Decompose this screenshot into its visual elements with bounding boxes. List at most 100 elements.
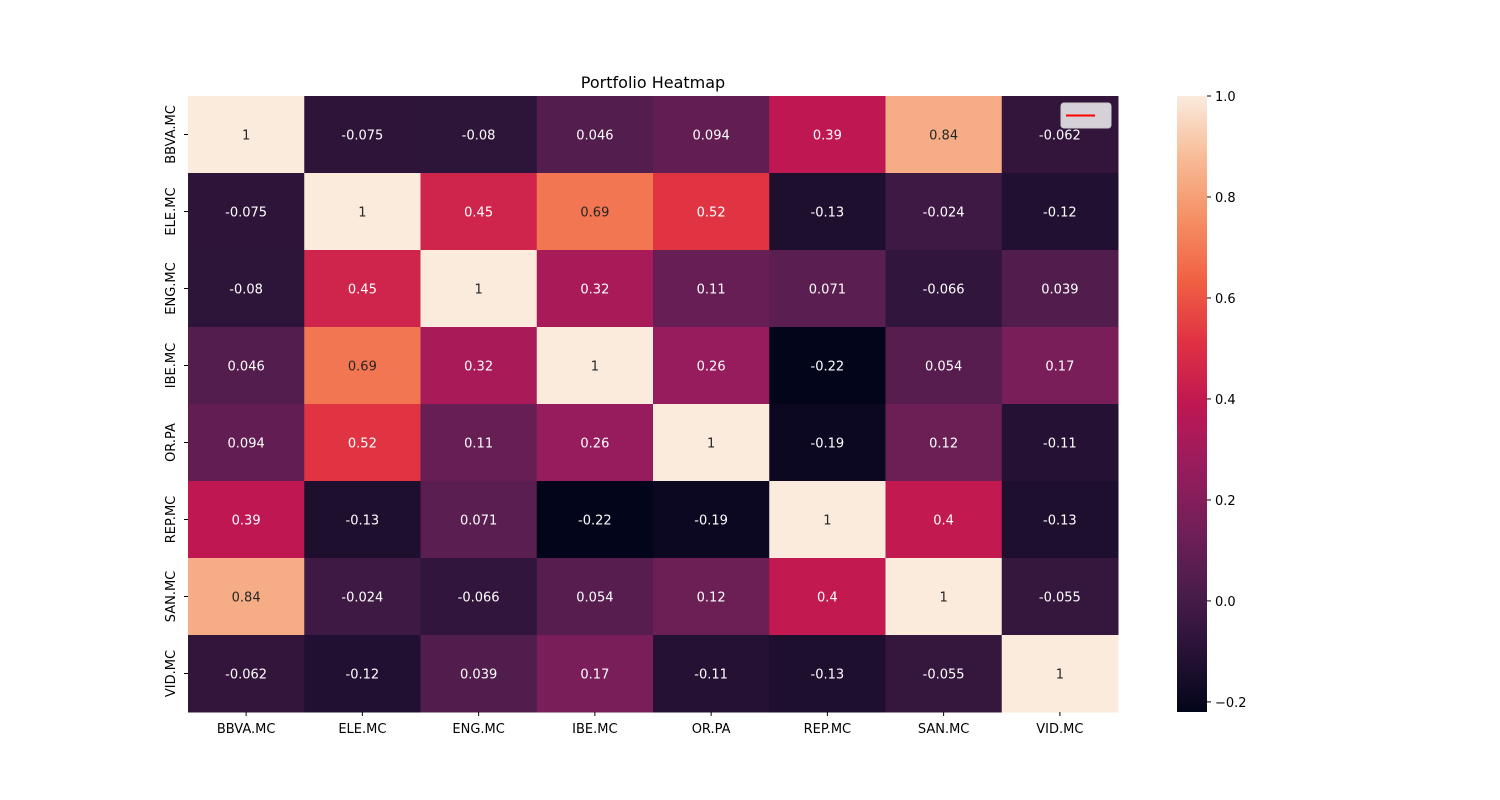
y-axis: BBVA.MC ELE.MC ENG.MC IBE.MC OR.PA REP.MC SAN.…: [164, 105, 188, 697]
heatmap-cell: [1001, 404, 1119, 482]
cell-value-label: 0.11: [464, 437, 493, 452]
y-tick-label: VID.MC: [164, 650, 179, 697]
heatmap-cell: [1001, 173, 1119, 251]
cell-value-label: 0.84: [929, 129, 958, 144]
heatmap-cell: [304, 481, 421, 559]
cell-value-label: 0.046: [228, 360, 265, 375]
cell-value-label: -0.055: [1039, 591, 1081, 606]
heatmap-cell: [536, 250, 654, 328]
y-tick-label: IBE.MC: [164, 343, 179, 388]
cell-value-label: -0.075: [341, 129, 383, 144]
colorbar-tick-label: 0.0: [1215, 595, 1236, 610]
heatmap-cell: [304, 558, 421, 636]
cell-value-label: -0.13: [811, 206, 845, 221]
x-tick-label: ENG.MC: [452, 722, 504, 737]
colorbar-tick-label: 0.8: [1215, 191, 1236, 206]
heatmap-cell: [304, 635, 421, 713]
cell-value-label: -0.12: [1043, 206, 1077, 221]
cell-value-label: 1: [591, 360, 599, 375]
heatmap-cell: [653, 558, 770, 636]
cell-value-label: 1: [358, 206, 366, 221]
cell-value-label: 1: [474, 283, 482, 298]
cell-value-label: 0.45: [348, 283, 377, 298]
cell-value-label: 0.12: [697, 591, 726, 606]
heatmap-cell: [304, 96, 421, 174]
heatmap-cell: [536, 404, 654, 482]
cell-value-label: 0.039: [460, 668, 497, 683]
heatmap-cell: [885, 96, 1003, 174]
heatmap-cell: [1001, 250, 1119, 328]
heatmap-cell: [653, 481, 770, 559]
heatmap-cell: [653, 327, 770, 405]
heatmap-cell: [653, 96, 770, 174]
cell-value-label: -0.024: [341, 591, 383, 606]
heatmap-cell: [885, 250, 1003, 328]
cell-value-label: -0.062: [1039, 129, 1081, 144]
colorbar-tick-label: 0.4: [1215, 393, 1236, 408]
heatmap-cells: [188, 96, 1119, 713]
cell-value-label: 0.52: [697, 206, 726, 221]
heatmap-cell: [188, 250, 305, 328]
heatmap-cell: [420, 96, 538, 174]
cell-value-label: 1: [823, 514, 831, 529]
colorbar: [1177, 96, 1207, 712]
cell-value-label: -0.22: [811, 360, 845, 375]
cell-value-label: 0.4: [817, 591, 838, 606]
heatmap-cell: [653, 404, 770, 482]
cell-value-label: 0.26: [580, 437, 609, 452]
heatmap-cell: [420, 558, 538, 636]
y-tick-label: ELE.MC: [164, 187, 179, 235]
heatmap-cell: [420, 250, 538, 328]
cell-value-label: 0.39: [232, 514, 261, 529]
heatmap-cell: [304, 327, 421, 405]
cell-value-label: 0.45: [464, 206, 493, 221]
cell-value-label: 0.046: [576, 129, 613, 144]
heatmap-cell: [769, 173, 886, 251]
cell-value-label: -0.08: [462, 129, 496, 144]
heatmap-cell: [653, 250, 770, 328]
heatmap-cell: [304, 173, 421, 251]
heatmap-cell: [1001, 635, 1119, 713]
cell-value-label: 0.094: [693, 129, 730, 144]
colorbar-tick-label: 0.2: [1215, 494, 1236, 509]
heatmap-cell: [420, 635, 538, 713]
heatmap-cell: [885, 327, 1003, 405]
heatmap-cell: [769, 250, 886, 328]
heatmap-cell: [769, 404, 886, 482]
cell-value-label: 0.32: [464, 360, 493, 375]
heatmap-cell: [1001, 558, 1119, 636]
heatmap-cell: [1001, 327, 1119, 405]
heatmap-cell: [769, 635, 886, 713]
cell-value-label: -0.024: [923, 206, 965, 221]
heatmap-cell: [536, 96, 654, 174]
heatmap-cell: [885, 173, 1003, 251]
x-tick-label: OR.PA: [692, 722, 731, 737]
heatmap-cell: [769, 481, 886, 559]
cell-value-label: -0.19: [811, 437, 845, 452]
heatmap-cell: [188, 327, 305, 405]
cell-value-label: 0.12: [929, 437, 958, 452]
y-tick-label: ENG.MC: [164, 262, 179, 314]
cell-value-label: 0.4: [933, 514, 954, 529]
cell-value-label: 0.17: [1045, 360, 1074, 375]
cell-value-label: -0.066: [458, 591, 500, 606]
cell-value-label: 0.32: [580, 283, 609, 298]
cell-value-label: -0.19: [694, 514, 728, 529]
cell-value-label: 1: [939, 591, 947, 606]
cell-value-label: -0.11: [1043, 437, 1077, 452]
heatmap-cell: [420, 173, 538, 251]
cell-value-label: 1: [242, 129, 250, 144]
heatmap-cell: [304, 404, 421, 482]
cell-value-label: -0.13: [1043, 514, 1077, 529]
y-tick-label: OR.PA: [164, 423, 179, 462]
heatmap-cell: [304, 250, 421, 328]
cell-value-label: 0.26: [697, 360, 726, 375]
cell-value-label: 0.071: [809, 283, 846, 298]
heatmap-cell: [885, 558, 1003, 636]
heatmap-cell: [420, 327, 538, 405]
cell-value-label: -0.066: [923, 283, 965, 298]
cell-value-label: 0.84: [232, 591, 261, 606]
colorbar-tick-label: 0.6: [1215, 292, 1236, 307]
heatmap-cell: [420, 404, 538, 482]
